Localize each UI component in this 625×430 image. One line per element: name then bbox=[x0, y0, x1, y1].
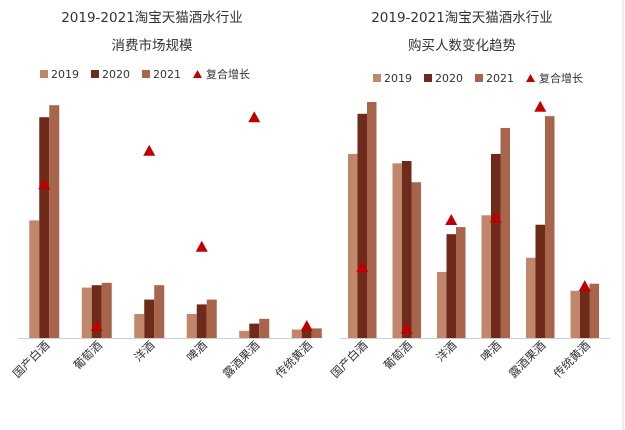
marker-露酒果酒 bbox=[534, 100, 547, 112]
bar-2019-国产白酒 bbox=[29, 220, 40, 338]
marker-洋酒 bbox=[445, 214, 458, 225]
marker-露酒果酒 bbox=[248, 111, 261, 123]
marker-国产白酒 bbox=[38, 178, 51, 190]
chart-subtitle: 消费市场规模 bbox=[112, 37, 193, 54]
x-tick-label: 啤酒 bbox=[184, 338, 210, 364]
bar-2021-啤酒 bbox=[206, 299, 217, 338]
legend-swatch-2019 bbox=[373, 74, 381, 82]
x-tick-label: 露酒果酒 bbox=[506, 338, 548, 380]
marker-啤酒 bbox=[489, 211, 502, 223]
x-tick-label: 葡萄酒 bbox=[71, 338, 105, 372]
legend-label-2019: 2019 bbox=[384, 72, 412, 85]
bar-2021-啤酒 bbox=[500, 127, 510, 339]
x-tick-label: 传统黄酒 bbox=[550, 338, 592, 380]
legend-label-2020: 2020 bbox=[435, 72, 463, 85]
bar-2020-传统黄酒 bbox=[301, 328, 312, 338]
bar-2021-洋酒 bbox=[456, 227, 466, 338]
bar-2019-传统黄酒 bbox=[291, 329, 302, 338]
legend-marker-icon bbox=[193, 70, 202, 78]
bar-2020-国产白酒 bbox=[39, 117, 50, 338]
x-tick-label: 啤酒 bbox=[478, 338, 504, 364]
legend-label-2020: 2020 bbox=[102, 68, 130, 81]
bar-2020-传统黄酒 bbox=[580, 290, 590, 338]
marker-传统黄酒 bbox=[578, 280, 591, 292]
bar-2019-洋酒 bbox=[437, 271, 447, 338]
marker-葡萄酒 bbox=[90, 320, 103, 331]
x-tick-label: 葡萄酒 bbox=[381, 338, 415, 372]
marker-传统黄酒 bbox=[300, 320, 313, 331]
legend-swatch-2020 bbox=[424, 74, 432, 82]
bar-2019-洋酒 bbox=[134, 314, 145, 338]
x-tick-label: 洋酒 bbox=[131, 338, 157, 364]
legend-label-markers: 复合增长 bbox=[539, 71, 583, 85]
bar-2020-啤酒 bbox=[196, 304, 207, 338]
bar-2019-露酒果酒 bbox=[239, 330, 250, 338]
bar-2021-国产白酒 bbox=[49, 105, 60, 338]
x-tick-label: 传统黄酒 bbox=[272, 338, 314, 380]
legend-label-2021: 2021 bbox=[153, 68, 181, 81]
x-tick-label: 露酒果酒 bbox=[220, 338, 262, 380]
bar-2021-洋酒 bbox=[154, 285, 165, 338]
legend-label-2019: 2019 bbox=[51, 68, 79, 81]
legend-label-2021: 2021 bbox=[486, 72, 514, 85]
bar-2021-葡萄酒 bbox=[101, 282, 112, 338]
marker-洋酒 bbox=[143, 144, 156, 156]
legend-swatch-2020 bbox=[91, 70, 99, 78]
bar-2020-露酒果酒 bbox=[249, 323, 260, 338]
marker-啤酒 bbox=[195, 240, 208, 252]
x-tick-label: 国产白酒 bbox=[328, 338, 370, 380]
bar-2020-葡萄酒 bbox=[91, 285, 102, 338]
bar-2020-洋酒 bbox=[446, 234, 456, 338]
legend-swatch-2019 bbox=[40, 70, 48, 78]
x-tick-label: 国产白酒 bbox=[10, 338, 52, 380]
bar-2019-露酒果酒 bbox=[526, 257, 536, 338]
bar-2019-传统黄酒 bbox=[570, 290, 580, 338]
legend-marker-icon bbox=[526, 74, 535, 82]
marker-国产白酒 bbox=[356, 261, 369, 273]
bar-2019-葡萄酒 bbox=[81, 287, 92, 338]
bar-2021-葡萄酒 bbox=[411, 182, 421, 338]
bar-2020-葡萄酒 bbox=[402, 161, 412, 338]
bar-2021-传统黄酒 bbox=[589, 283, 599, 338]
bar-2021-传统黄酒 bbox=[311, 328, 322, 338]
chart-legend: 2019 2020 2021 复合增长 bbox=[373, 71, 583, 85]
legend-swatch-2021 bbox=[142, 70, 150, 78]
bar-2021-露酒果酒 bbox=[259, 318, 270, 338]
chart-title: 2019-2021淘宝天猫酒水行业 bbox=[61, 10, 243, 26]
bar-2021-露酒果酒 bbox=[545, 116, 555, 338]
chart-subtitle: 购买人数变化趋势 bbox=[408, 38, 516, 54]
legend-swatch-2021 bbox=[475, 74, 483, 82]
bar-2019-国产白酒 bbox=[348, 153, 358, 338]
marker-葡萄酒 bbox=[400, 322, 413, 334]
x-tick-label: 洋酒 bbox=[433, 338, 459, 364]
bar-2020-国产白酒 bbox=[357, 113, 367, 338]
bar-2019-啤酒 bbox=[186, 314, 197, 338]
chart-legend: 2019 2020 2021 复合增长 bbox=[40, 67, 250, 81]
bar-2019-啤酒 bbox=[481, 215, 491, 338]
legend-label-markers: 复合增长 bbox=[206, 67, 250, 81]
bar-2020-洋酒 bbox=[144, 299, 155, 338]
bar-2019-葡萄酒 bbox=[392, 163, 402, 338]
chart-title: 2019-2021淘宝天猫酒水行业 bbox=[371, 10, 553, 26]
bar-2020-露酒果酒 bbox=[535, 224, 545, 338]
bar-2020-啤酒 bbox=[491, 153, 501, 338]
bar-2021-国产白酒 bbox=[367, 102, 377, 338]
